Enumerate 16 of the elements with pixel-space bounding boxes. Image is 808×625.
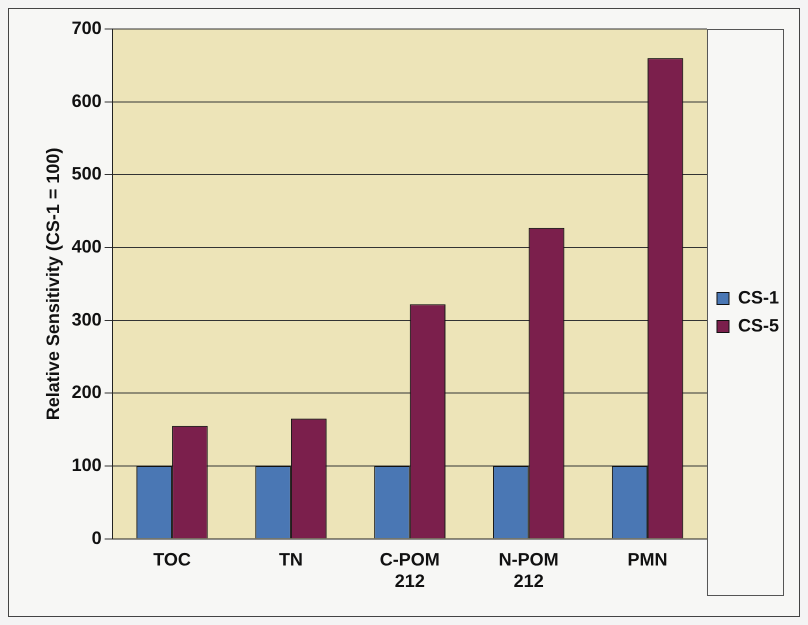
legend-label: CS-5	[738, 315, 780, 336]
y-tick-label: 600	[72, 90, 102, 111]
y-axis-title: Relative Sensitivity (CS-1 = 100)	[42, 148, 63, 420]
x-tick-label: C-POM 212	[380, 550, 440, 592]
legend-label: CS-1	[738, 287, 780, 308]
x-tick-label: N-POM 212	[498, 550, 559, 592]
x-tick-label: TOC	[153, 550, 191, 570]
y-tick-label: 200	[72, 382, 102, 402]
x-tick-label: PMN	[628, 550, 668, 570]
y-tick-label: 100	[72, 454, 102, 475]
y-tick-label: 500	[72, 164, 102, 184]
y-tick-label: 300	[72, 309, 102, 330]
y-tick-label: 700	[72, 18, 102, 38]
x-tick-label: TN	[278, 550, 303, 570]
y-tick-label: 0	[92, 528, 102, 548]
y-tick-label: 400	[72, 236, 102, 256]
